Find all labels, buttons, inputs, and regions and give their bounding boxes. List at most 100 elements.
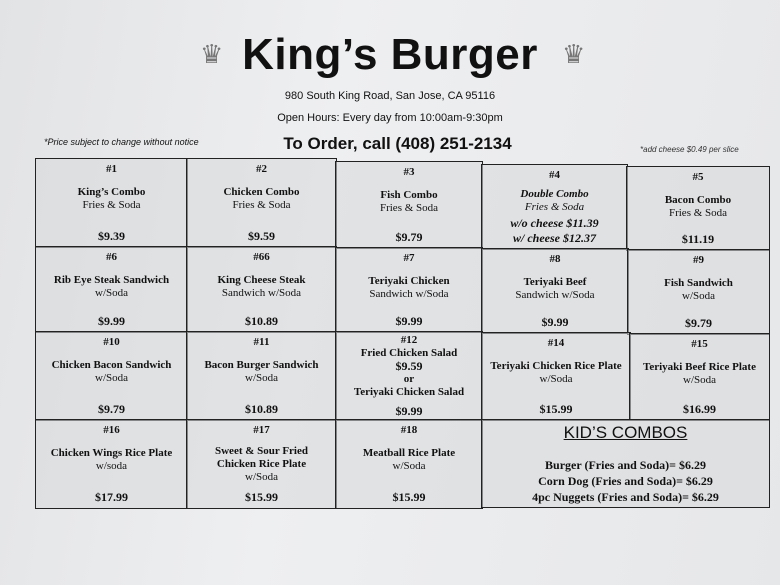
menu-item-66: #66 King Cheese Steak Sandwich w/Soda $1… — [186, 246, 337, 333]
menu-item-14: #14 Teriyaki Chicken Rice Plate w/Soda $… — [481, 332, 631, 421]
menu-item-3: #3 Fish Combo Fries & Soda $9.79 — [335, 161, 483, 249]
menu-item-17: #17 Sweet & Sour Fried Chicken Rice Plat… — [186, 419, 337, 509]
kids-combos-title: KID’S COMBOS — [563, 423, 688, 442]
kids-combos: KID’S COMBOS Burger (Fries and Soda)= $6… — [481, 419, 770, 508]
item-name: Bacon Combo — [664, 194, 732, 206]
item-name: Meatball Rice Plate — [362, 447, 456, 459]
item-name: Fish Sandwich — [664, 277, 733, 289]
item-number: #10 — [103, 336, 120, 348]
cheese-note: *add cheese $0.49 per slice — [640, 145, 739, 154]
item-price: $9.59 — [248, 229, 275, 243]
item-number: #6 — [106, 251, 117, 263]
item-name: Fish Combo — [380, 189, 438, 201]
item-price: $10.89 — [245, 314, 278, 328]
menu-item-2: #2 Chicken Combo Fries & Soda $9.59 — [186, 158, 337, 248]
item-name: Chicken Wings Rice Plate — [50, 447, 173, 459]
item-sub: w/soda — [95, 460, 128, 472]
item-sub: Fries & Soda — [379, 202, 439, 214]
item-price: $15.99 — [245, 490, 278, 504]
item-name: Fried Chicken Salad — [360, 347, 458, 359]
item-name: Rib Eye Steak Sandwich — [53, 274, 170, 286]
item-name: Teriyaki Chicken — [368, 275, 450, 287]
item-number: #16 — [103, 424, 120, 436]
item-number: #9 — [693, 254, 704, 266]
item-price: $9.99 — [395, 314, 423, 328]
item-price-no-cheese: w/o cheese $11.39 — [510, 216, 599, 230]
kids-item: Burger (Fries and Soda)= $6.29 — [545, 458, 706, 472]
menu-item-8: #8 Teriyaki Beef Sandwich w/Soda $9.99 — [481, 248, 629, 334]
menu-item-9: #9 Fish Sandwich w/Soda $9.79 — [627, 249, 770, 335]
item-price: $9.39 — [98, 229, 125, 243]
menu-item-18: #18 Meatball Rice Plate w/Soda $15.99 — [335, 419, 483, 509]
item-number: #14 — [547, 337, 565, 349]
item-name: Chicken Bacon Sandwich — [51, 359, 172, 371]
item-number: #7 — [403, 252, 415, 264]
item-price: $10.89 — [245, 402, 278, 416]
item-price: $9.79 — [98, 402, 125, 416]
menu-item-15: #15 Teriyaki Beef Rice Plate w/Soda $16.… — [629, 333, 770, 421]
kids-item: 4pc Nuggets (Fries and Soda)= $6.29 — [532, 490, 719, 504]
item-number: #66 — [253, 251, 270, 263]
menu-item-6: #6 Rib Eye Steak Sandwich w/Soda $9.99 — [35, 246, 188, 333]
item-sub: Sandwich w/Soda — [221, 287, 302, 299]
item-sub: w/Soda — [392, 460, 426, 472]
item-price: $15.99 — [392, 490, 426, 504]
item-sub: Fries & Soda — [232, 199, 291, 211]
item-name: Double Combo — [520, 188, 589, 200]
item-number: #2 — [256, 163, 267, 175]
menu-item-10: #10 Chicken Bacon Sandwich w/Soda $9.79 — [35, 331, 188, 421]
item-sub: w/Soda — [539, 373, 573, 385]
menu-item-7: #7 Teriyaki Chicken Sandwich w/Soda $9.9… — [335, 247, 483, 333]
item-price: $11.19 — [681, 232, 715, 246]
item-price: $9.79 — [395, 230, 423, 244]
menu-item-4: #4 Double Combo Fries & Soda w/o cheese … — [481, 164, 628, 250]
restaurant-title: King’s Burger — [242, 30, 538, 79]
item-number: #11 — [253, 336, 270, 348]
item-sub: Sandwich w/Soda — [369, 288, 449, 300]
menu-item-11: #11 Bacon Burger Sandwich w/Soda $10.89 — [186, 331, 337, 421]
item-price: $9.79 — [685, 316, 712, 330]
item-price: $17.99 — [95, 490, 128, 504]
item-number: #18 — [400, 424, 418, 436]
item-price-cheese: w/ cheese $12.37 — [513, 231, 596, 245]
item-sub: Fries & Soda — [524, 201, 585, 213]
item-sub: w/Soda — [245, 372, 278, 384]
item-sub: w/Soda — [95, 372, 128, 384]
menu-item-1: #1 King’s Combo Fries & Soda $9.39 — [35, 158, 188, 248]
item-number: #1 — [106, 163, 117, 175]
item-price: $9.59 — [395, 359, 423, 373]
item-price: $16.99 — [683, 402, 716, 416]
open-hours: Open Hours: Every day from 10:00am-9:30p… — [277, 112, 503, 124]
item-number: #15 — [691, 338, 708, 350]
item-sub: Fries & Soda — [82, 199, 141, 211]
menu-item-5: #5 Bacon Combo Fries & Soda $11.19 — [626, 166, 770, 251]
item-sub: w/Soda — [683, 374, 716, 386]
item-name: Teriyaki Beef Rice Plate — [643, 361, 756, 373]
item-name: Sweet & Sour Fried — [215, 445, 308, 457]
item-number: #5 — [692, 171, 704, 183]
item-name-alt: Teriyaki Chicken Salad — [353, 386, 465, 398]
item-price-alt: $9.99 — [395, 404, 423, 418]
item-price: $9.99 — [98, 314, 125, 328]
item-name: Teriyaki Chicken Rice Plate — [490, 360, 622, 372]
menu-item-12: #12 Fried Chicken Salad $9.59 or Teriyak… — [335, 331, 483, 421]
item-sub: w/Soda — [682, 290, 715, 302]
item-number: #3 — [403, 166, 415, 178]
price-note: *Price subject to change without notice — [44, 137, 199, 147]
item-name: Chicken Combo — [223, 186, 300, 198]
item-sub: w/Soda — [95, 287, 128, 299]
item-sub: Sandwich w/Soda — [515, 289, 595, 301]
item-name: Bacon Burger Sandwich — [204, 359, 319, 371]
item-sub: Fries & Soda — [668, 207, 728, 219]
item-number: #8 — [549, 253, 561, 265]
item-number: #4 — [549, 169, 560, 181]
item-name: Teriyaki Beef — [523, 276, 587, 288]
crown-icon: ♛ — [200, 40, 224, 69]
order-phone: To Order, call (408) 251-2134 — [283, 134, 512, 153]
item-name: King’s Combo — [77, 186, 146, 198]
item-name: King Cheese Steak — [217, 274, 306, 286]
menu-item-16: #16 Chicken Wings Rice Plate w/soda $17.… — [35, 419, 188, 509]
crown-icon: ♛ — [562, 40, 586, 69]
item-price: $9.99 — [541, 315, 569, 329]
item-name-line2: Chicken Rice Plate — [216, 458, 307, 470]
